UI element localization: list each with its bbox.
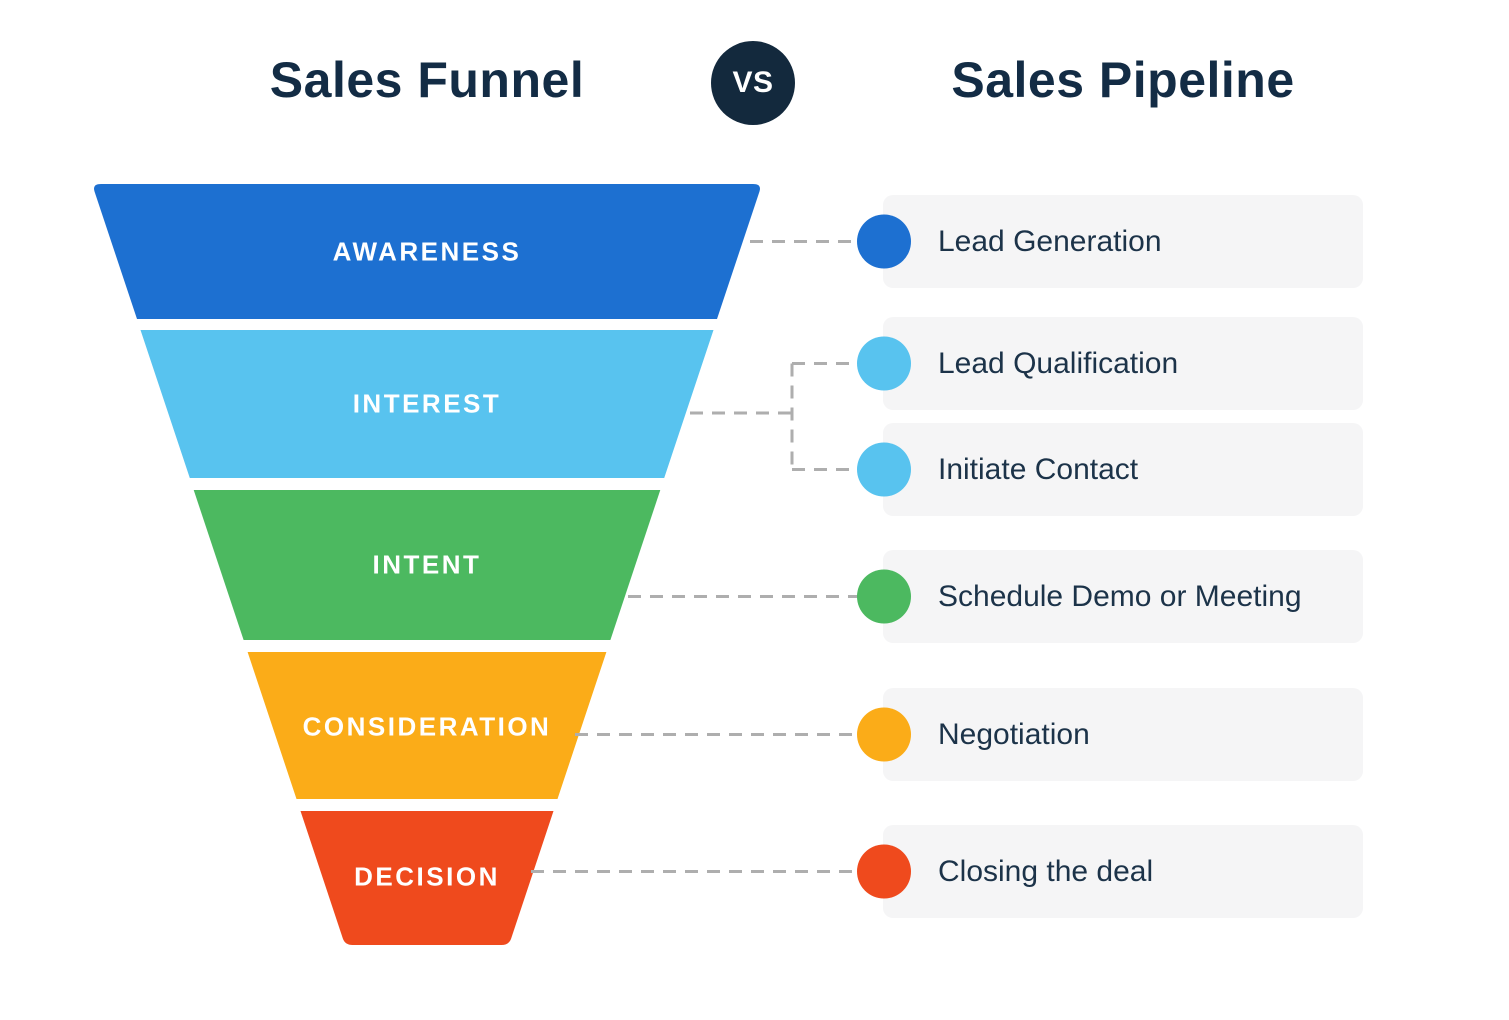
pipeline-card-label: Lead Generation (938, 224, 1162, 258)
pipeline-card-lead-qualification: Lead Qualification (883, 317, 1363, 410)
pipeline-card-label: Lead Qualification (938, 346, 1179, 380)
pipeline-card-label: Negotiation (938, 717, 1090, 751)
pipeline-card-label: Schedule Demo or Meeting (938, 579, 1302, 613)
pipeline-card-initiate-contact: Initiate Contact (883, 423, 1363, 516)
pipeline-card-closing-the-deal: Closing the deal (883, 825, 1363, 918)
pipeline-title: Sales Pipeline (951, 52, 1295, 108)
funnel-stage-label-interest: INTEREST (352, 388, 502, 419)
funnel-title: Sales Funnel (269, 52, 585, 108)
vs-label: VS (732, 66, 774, 99)
funnel-stage-label-consideration: CONSIDERATION (302, 711, 552, 742)
pipeline-card-schedule-demo: Schedule Demo or Meeting (883, 550, 1363, 643)
pipeline-card-label: Initiate Contact (938, 452, 1139, 486)
vs-badge: VS (711, 41, 795, 125)
pipeline-card-negotiation: Negotiation (883, 688, 1363, 781)
pipeline-card-lead-generation: Lead Generation (883, 195, 1363, 288)
funnel-stage-label-intent: INTENT (372, 549, 482, 580)
funnel-stage-label-awareness: AWARENESS (332, 236, 522, 267)
pipeline-card-label: Closing the deal (938, 854, 1154, 888)
funnel-stage-label-decision: DECISION (354, 861, 500, 892)
